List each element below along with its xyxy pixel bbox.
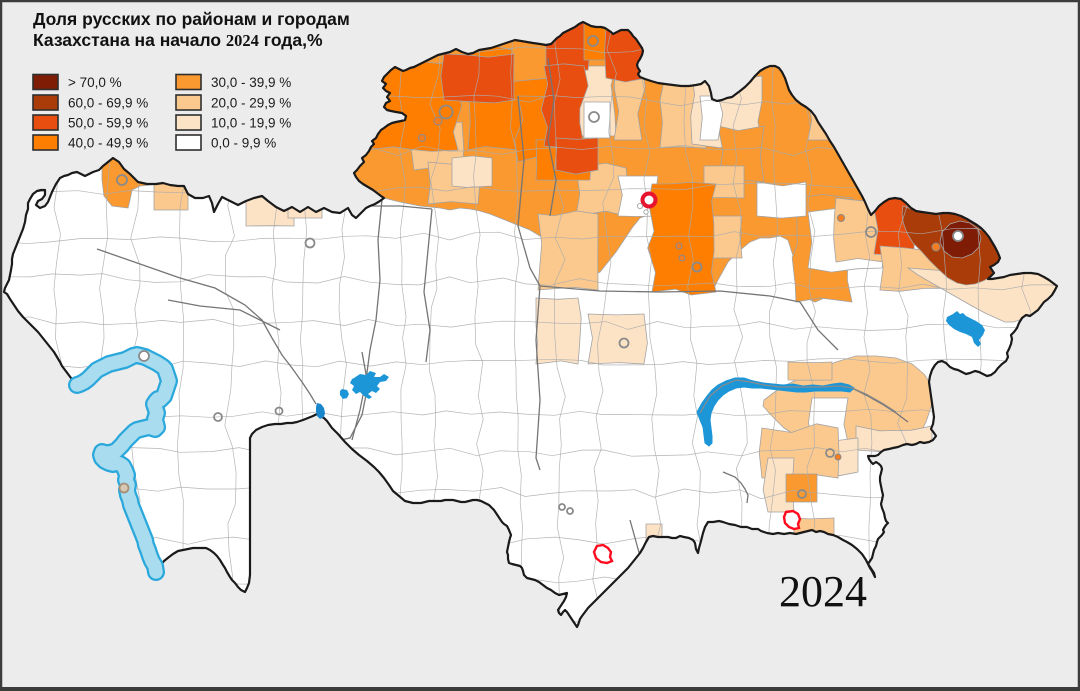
svg-text:Казахстана на начало 2024 год: Казахстана на начало 2024 года,% — [33, 30, 323, 50]
svg-text:20,0 - 29,9 %: 20,0 - 29,9 % — [211, 96, 291, 111]
svg-text:Доля русских по районам и горо: Доля русских по районам и городам — [33, 9, 350, 29]
svg-text:10,0 - 19,9 %: 10,0 - 19,9 % — [211, 116, 291, 131]
svg-text:0,0 - 9,9 %: 0,0 - 9,9 % — [211, 136, 276, 151]
svg-text:50,0 - 59,9 %: 50,0 - 59,9 % — [68, 116, 148, 131]
svg-text:30,0 - 39,9 %: 30,0 - 39,9 % — [211, 75, 291, 90]
svg-text:60,0 - 69,9 %: 60,0 - 69,9 % — [68, 96, 148, 111]
svg-text:40,0 - 49,9 %: 40,0 - 49,9 % — [68, 136, 148, 151]
svg-text:2024: 2024 — [779, 567, 867, 616]
svg-text:> 70,0 %: > 70,0 % — [68, 75, 122, 90]
